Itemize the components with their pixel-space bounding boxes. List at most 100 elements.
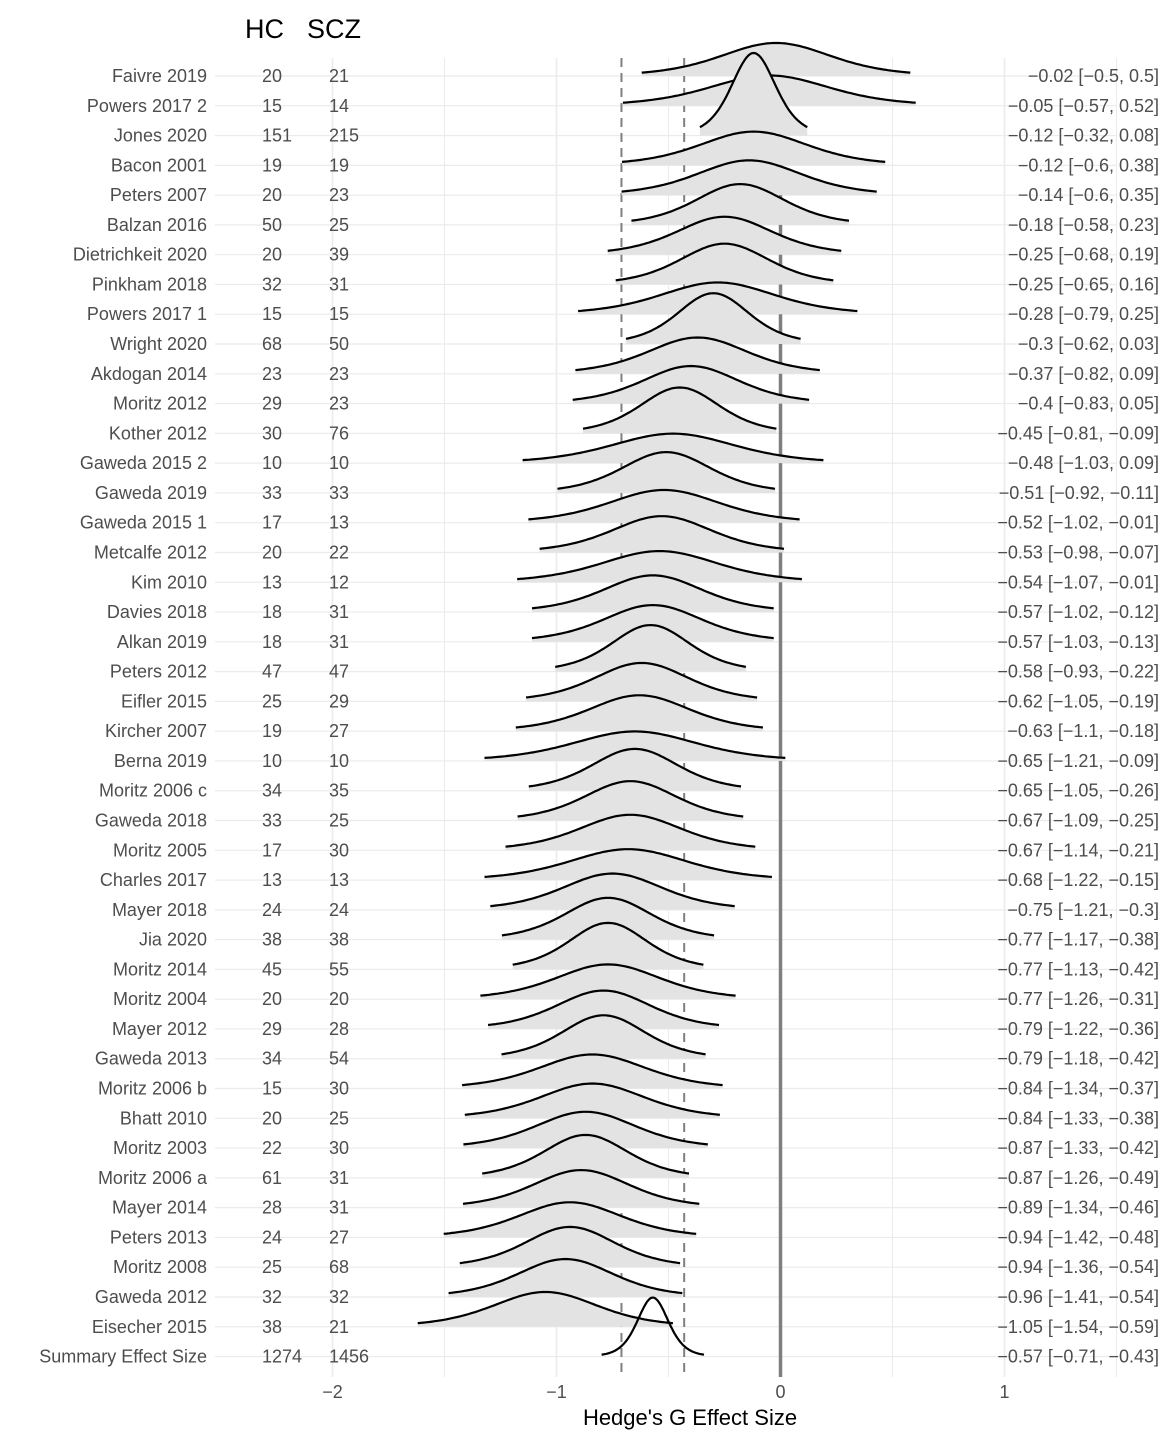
scz-count: 32 [329, 1287, 349, 1307]
scz-count: 25 [329, 1108, 349, 1128]
effect-size-ci-label: −0.58 [−0.93, −0.22] [997, 662, 1159, 682]
effect-size-ci-label: −0.65 [−1.05, −0.26] [997, 781, 1159, 801]
study-density-curve [525, 661, 758, 699]
hc-count: 29 [262, 394, 282, 414]
x-tick-label: −1 [546, 1382, 567, 1402]
study-density-curve [555, 624, 747, 668]
study-density-curve [621, 130, 886, 163]
ridge-fill [641, 43, 911, 76]
study-name: Kircher 2007 [105, 721, 207, 741]
effect-size-ci-label: −0.75 [−1.21, −0.3] [1007, 900, 1159, 920]
study-name: Davies 2018 [107, 602, 207, 622]
study-name: Pinkham 2018 [92, 274, 207, 294]
hc-count: 45 [262, 959, 282, 979]
ridge-fill [631, 184, 849, 225]
study-name: Eifler 2015 [121, 691, 207, 711]
study-density-curve [621, 159, 877, 193]
scz-count: 38 [329, 930, 349, 950]
effect-size-ci-label: −0.4 [−0.83, 0.05] [1018, 394, 1159, 414]
hc-count: 33 [262, 811, 282, 831]
study-name: Powers 2017 2 [87, 96, 207, 116]
hc-count: 23 [262, 364, 282, 384]
study-density-curve [461, 1053, 723, 1087]
scz-count: 20 [329, 989, 349, 1009]
ridge-fill [622, 131, 886, 166]
scz-count: 14 [329, 96, 349, 116]
effect-size-ci-label: −0.79 [−1.22, −0.36] [997, 1019, 1159, 1039]
column-header-hc: HC [245, 14, 284, 44]
study-name: Jia 2020 [139, 930, 207, 950]
summary-label: Summary Effect Size [39, 1347, 207, 1367]
study-density-curve [531, 604, 774, 640]
effect-size-ci-label: −0.45 [−0.81, −0.09] [997, 423, 1159, 443]
ridge-fill [615, 243, 834, 285]
study-density-curve [464, 1082, 721, 1116]
effect-size-ci-label: −0.57 [−1.03, −0.13] [997, 632, 1159, 652]
study-name: Gaweda 2018 [95, 811, 207, 831]
effect-size-ci-label: −0.57 [−1.02, −0.12] [997, 602, 1159, 622]
study-density-curve [625, 292, 801, 340]
study-density-curve [484, 730, 786, 759]
hc-count: 17 [262, 840, 282, 860]
study-density-curve [515, 694, 764, 729]
scz-count: 30 [329, 840, 349, 860]
hc-count: 68 [262, 334, 282, 354]
study-density-curve [501, 1014, 706, 1056]
hc-count: 151 [262, 126, 292, 146]
study-density-curve [517, 550, 803, 581]
scz-count: 15 [329, 304, 349, 324]
study-density-curve [487, 989, 720, 1027]
effect-size-ci-label: −0.05 [−0.57, 0.52] [1008, 96, 1159, 116]
effect-size-ci-label: −0.14 [−0.6, 0.35] [1018, 185, 1159, 205]
effect-size-ci-label: −0.52 [−1.02, −0.01] [997, 513, 1159, 533]
hc-count: 25 [262, 691, 282, 711]
scz-count: 13 [329, 513, 349, 533]
study-density-curve [490, 872, 735, 908]
study-name: Gaweda 2019 [95, 483, 207, 503]
hc-count: 22 [262, 1138, 282, 1158]
hc-count: 30 [262, 423, 282, 443]
study-density-curve [463, 1110, 708, 1146]
hc-count: 15 [262, 304, 282, 324]
scz-count: 23 [329, 364, 349, 384]
scz-count: 27 [329, 1227, 349, 1247]
ridge-fill [517, 781, 744, 821]
scz-count: 29 [329, 691, 349, 711]
hc-count: 25 [262, 1257, 282, 1277]
scz-count: 35 [329, 781, 349, 801]
ridge-fill [699, 53, 808, 136]
study-density-curve [631, 183, 850, 222]
scz-count: 30 [329, 1079, 349, 1099]
study-name: Alkan 2019 [117, 632, 207, 652]
hc-count: 50 [262, 215, 282, 235]
effect-size-ci-label: −0.12 [−0.6, 0.38] [1018, 155, 1159, 175]
study-name: Moritz 2014 [113, 959, 207, 979]
scz-count: 10 [329, 453, 349, 473]
scz-count: 31 [329, 274, 349, 294]
study-density-curve [512, 921, 704, 966]
hc-count: 20 [262, 66, 282, 86]
hc-count: 32 [262, 274, 282, 294]
ridge-fill [505, 814, 756, 851]
scz-count: 54 [329, 1049, 349, 1069]
scz-count: 10 [329, 751, 349, 771]
ridge-fill [459, 1226, 681, 1268]
study-density-curve [607, 215, 842, 252]
scz-count: 28 [329, 1019, 349, 1039]
effect-size-ci-label: −0.25 [−0.65, 0.16] [1008, 274, 1159, 294]
scz-count: 31 [329, 1198, 349, 1218]
scz-count: 21 [329, 1317, 349, 1337]
ridge-fill [501, 897, 715, 940]
hc-count: 20 [262, 542, 282, 562]
study-name: Metcalfe 2012 [94, 542, 207, 562]
study-name: Mayer 2014 [112, 1198, 207, 1218]
study-name: Gaweda 2013 [95, 1049, 207, 1069]
hc-count: 18 [262, 632, 282, 652]
ridge-fill [463, 1111, 708, 1149]
ridge-fill [528, 490, 800, 523]
scz-count: 33 [329, 483, 349, 503]
study-name: Dietrichkeit 2020 [73, 245, 207, 265]
effect-size-ci-label: −0.53 [−0.98, −0.07] [997, 542, 1159, 562]
study-name: Mayer 2012 [112, 1019, 207, 1039]
